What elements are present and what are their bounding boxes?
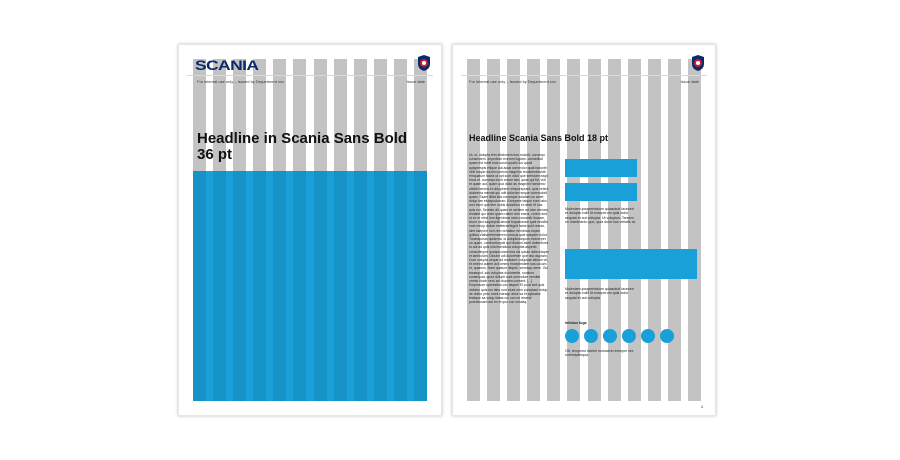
page-headline: Headline in Scania Sans Bold 36 pt <box>197 130 408 163</box>
page-headline: Headline Scania Sans Bold 18 pt <box>469 133 609 143</box>
scania-logo: SCANIA <box>195 57 259 73</box>
header-right-text: Issue date <box>680 79 699 84</box>
header-left-text: For internal use only – Issued by Depart… <box>197 79 284 84</box>
image-block-2 <box>565 183 637 201</box>
scania-griffin-emblem-icon <box>692 55 704 71</box>
grid-column <box>487 59 501 401</box>
cover-grid-column <box>213 171 227 401</box>
image-block-1 <box>565 159 637 177</box>
cover-grid-column <box>333 171 347 401</box>
infobox-dot <box>660 329 674 343</box>
body-text-column: Ut, ut, dolupta tem ellaborem eos molori… <box>469 153 549 305</box>
image-caption-1: Moleniam ipsaperiobium quiasoluit Iacese… <box>565 207 636 225</box>
grid-column <box>527 59 541 401</box>
cover-image-block <box>193 171 427 401</box>
cover-grid-column <box>253 171 267 401</box>
grid-column <box>667 59 681 401</box>
cover-grid-column <box>193 171 206 401</box>
infobox-dot <box>565 329 579 343</box>
scania-griffin-emblem-icon <box>418 55 430 71</box>
infobox-dot <box>641 329 655 343</box>
grid-column <box>688 59 701 401</box>
grid-column <box>587 59 601 401</box>
grid-column <box>547 59 561 401</box>
infobox-text: Ott, temporro totemi moloserio exceper o… <box>565 349 634 358</box>
infobox-dot <box>622 329 636 343</box>
header-rule <box>187 75 433 76</box>
cover-grid-column <box>293 171 307 401</box>
cover-grid-column <box>393 171 407 401</box>
header-left-text: For internal use only – Issued by Depart… <box>469 79 556 84</box>
column-grid <box>467 59 701 401</box>
grid-column <box>607 59 621 401</box>
header-rule <box>461 75 707 76</box>
grid-column <box>627 59 641 401</box>
grid-column <box>647 59 661 401</box>
cover-grid-column <box>273 171 287 401</box>
header-right-text: Issue date <box>406 79 425 84</box>
inner-page: For internal use only – Issued by Depart… <box>452 44 716 416</box>
cover-grid-column <box>233 171 247 401</box>
infobox-dot <box>584 329 598 343</box>
grid-column <box>567 59 581 401</box>
cover-grid-column <box>373 171 387 401</box>
infobox-dot <box>603 329 617 343</box>
cover-grid-column <box>414 171 427 401</box>
image-caption-2: Moleniam ipsaperiobium quiasoluit Iacese… <box>565 287 634 300</box>
image-block-3 <box>565 249 697 279</box>
cover-grid-column <box>313 171 327 401</box>
cover-page: SCANIA For internal use only – Issued by… <box>178 44 442 416</box>
grid-column <box>507 59 521 401</box>
infobox-title: Infobox fuga <box>565 321 587 325</box>
grid-column <box>467 59 480 401</box>
cover-grid-column <box>353 171 367 401</box>
page-number: 4 <box>700 404 703 409</box>
